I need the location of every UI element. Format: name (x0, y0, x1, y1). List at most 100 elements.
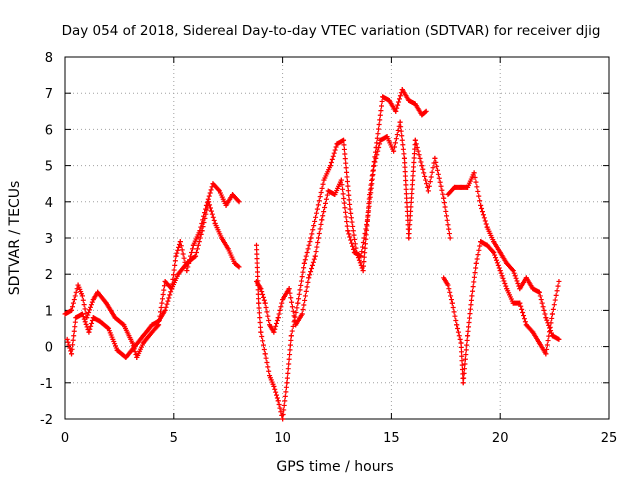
data-point (342, 205, 348, 211)
data-point (512, 273, 518, 279)
data-point (540, 304, 546, 310)
x-tick-label: 25 (601, 431, 618, 446)
data-point (174, 250, 180, 256)
data-point (262, 300, 268, 306)
data-point (474, 256, 480, 262)
data-point (410, 168, 416, 174)
data-point (256, 310, 262, 316)
data-point (373, 155, 379, 161)
data-point (315, 202, 321, 208)
data-point (323, 196, 329, 202)
data-point (341, 142, 347, 148)
data-point (408, 195, 414, 201)
data-point (448, 297, 454, 303)
data-point (421, 170, 427, 176)
data-point (291, 313, 297, 319)
data-point (347, 206, 353, 212)
data-point (302, 293, 308, 299)
data-point (81, 302, 87, 308)
data-point (475, 188, 481, 194)
y-tick-label: 2 (45, 268, 53, 283)
data-point (473, 265, 479, 271)
data-point (446, 226, 452, 232)
data-point (265, 313, 271, 319)
data-point (194, 246, 200, 252)
data-point (360, 240, 366, 246)
data-point (545, 338, 551, 344)
data-point (208, 187, 214, 193)
data-point (437, 179, 443, 185)
data-point (440, 191, 446, 197)
data-point (294, 305, 300, 311)
data-point (311, 223, 317, 229)
data-point (408, 204, 414, 210)
data-point (87, 326, 93, 332)
data-point (464, 337, 470, 343)
series-4 (253, 119, 453, 335)
data-point (549, 311, 555, 317)
data-point (393, 108, 399, 114)
data-point (411, 159, 417, 165)
data-point (420, 166, 426, 172)
data-point (457, 336, 463, 342)
data-point (361, 235, 367, 241)
data-point (482, 218, 488, 224)
data-point (358, 253, 364, 259)
data-point (305, 279, 311, 285)
data-point (409, 182, 415, 188)
data-point (73, 289, 79, 295)
data-point (207, 205, 213, 211)
data-point (553, 292, 559, 298)
data-point (283, 389, 289, 395)
data-point (305, 246, 311, 252)
data-point (306, 275, 312, 281)
data-point (71, 297, 77, 303)
y-tick-label: -1 (40, 377, 53, 392)
data-point (343, 214, 349, 220)
data-point (396, 99, 402, 105)
data-point (556, 336, 562, 342)
data-point (469, 293, 475, 299)
data-point (348, 215, 354, 221)
data-point (71, 333, 77, 339)
data-point (79, 311, 85, 317)
data-point (462, 356, 468, 362)
data-point (360, 263, 366, 269)
data-point (282, 393, 288, 399)
data-point (120, 321, 126, 327)
data-point (374, 152, 380, 158)
data-point (254, 269, 260, 275)
data-point (471, 274, 477, 280)
data-point (472, 270, 478, 276)
data-point (341, 200, 347, 206)
data-point (414, 145, 420, 150)
data-point (258, 286, 264, 292)
data-point (278, 304, 284, 310)
y-axis-label: SDTVAR / TECUs (7, 181, 23, 296)
data-point (88, 323, 94, 329)
data-point (210, 214, 216, 220)
data-point (271, 329, 277, 335)
data-point (274, 318, 280, 324)
data-point (189, 249, 195, 255)
data-point (274, 392, 280, 398)
data-point (444, 213, 450, 219)
data-point (368, 190, 374, 196)
data-point (286, 361, 292, 367)
data-point (180, 251, 186, 257)
data-point (462, 366, 468, 372)
data-point (468, 302, 474, 308)
data-point (281, 402, 287, 408)
data-point (423, 177, 429, 183)
x-tick-label: 5 (170, 431, 178, 446)
data-point (314, 206, 320, 212)
data-point (168, 289, 174, 295)
y-tick-label: 3 (45, 232, 53, 247)
data-point (451, 309, 457, 315)
data-point (64, 336, 70, 342)
data-point (453, 318, 459, 324)
data-point (544, 317, 550, 323)
data-point (476, 247, 482, 253)
data-point (257, 315, 263, 321)
